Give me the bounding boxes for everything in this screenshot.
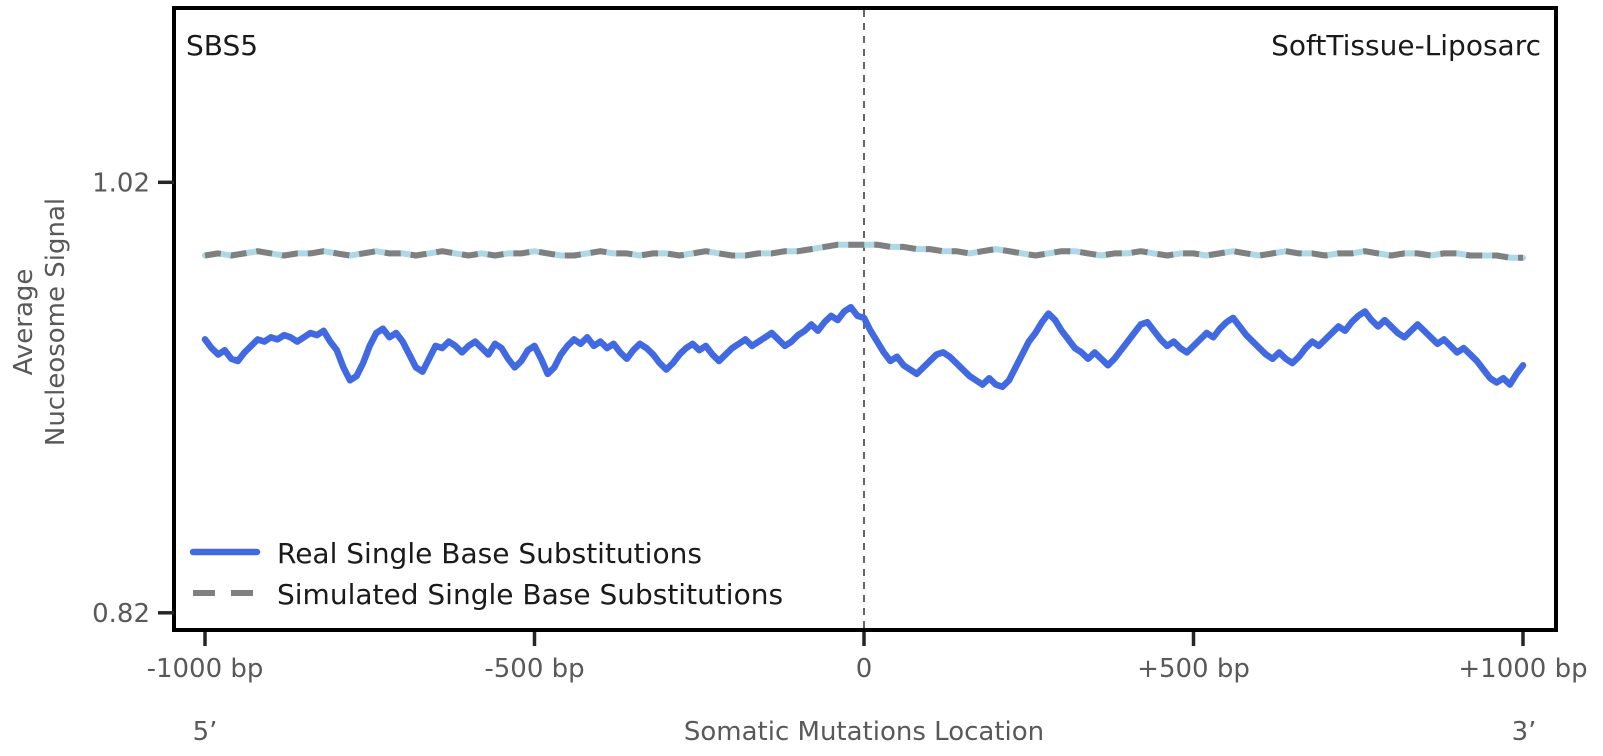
x-axis-label: Somatic Mutations Location bbox=[684, 717, 1044, 747]
five-prime-label: 5’ bbox=[193, 717, 218, 747]
legend: Real Single Base Substitutions Simulated… bbox=[189, 537, 783, 611]
real-sbs-line bbox=[201, 303, 1527, 391]
x-tick-label: 0 bbox=[856, 654, 873, 684]
y-tick-label: 1.02 bbox=[92, 168, 150, 198]
axes-spines bbox=[172, 6, 1558, 632]
x-tick-label: -500 bp bbox=[484, 654, 584, 684]
legend-real-label: Real Single Base Substitutions bbox=[277, 537, 702, 570]
signature-label: SBS5 bbox=[186, 29, 258, 62]
y-axis-label: Average Nucleosome Signal bbox=[9, 198, 71, 446]
legend-simulated-label: Simulated Single Base Substitutions bbox=[277, 578, 783, 611]
y-axis-label-line2: Nucleosome Signal bbox=[41, 198, 71, 446]
x-tick-label: +500 bp bbox=[1137, 654, 1250, 684]
y-tick-label: 0.82 bbox=[92, 599, 150, 629]
simulated-sbs-line bbox=[204, 241, 1523, 261]
y-axis-label-line1: Average bbox=[9, 269, 39, 376]
x-tick-label: -1000 bp bbox=[147, 654, 264, 684]
cohort-label: SoftTissue-Liposarc bbox=[1271, 29, 1541, 62]
x-tick-label: +1000 bp bbox=[1458, 654, 1587, 684]
three-prime-label: 3’ bbox=[1512, 717, 1537, 747]
plot-area: -1000 bp -500 bp 0 +500 bp +1000 bp 1.02 0.82 bbox=[92, 6, 1588, 684]
